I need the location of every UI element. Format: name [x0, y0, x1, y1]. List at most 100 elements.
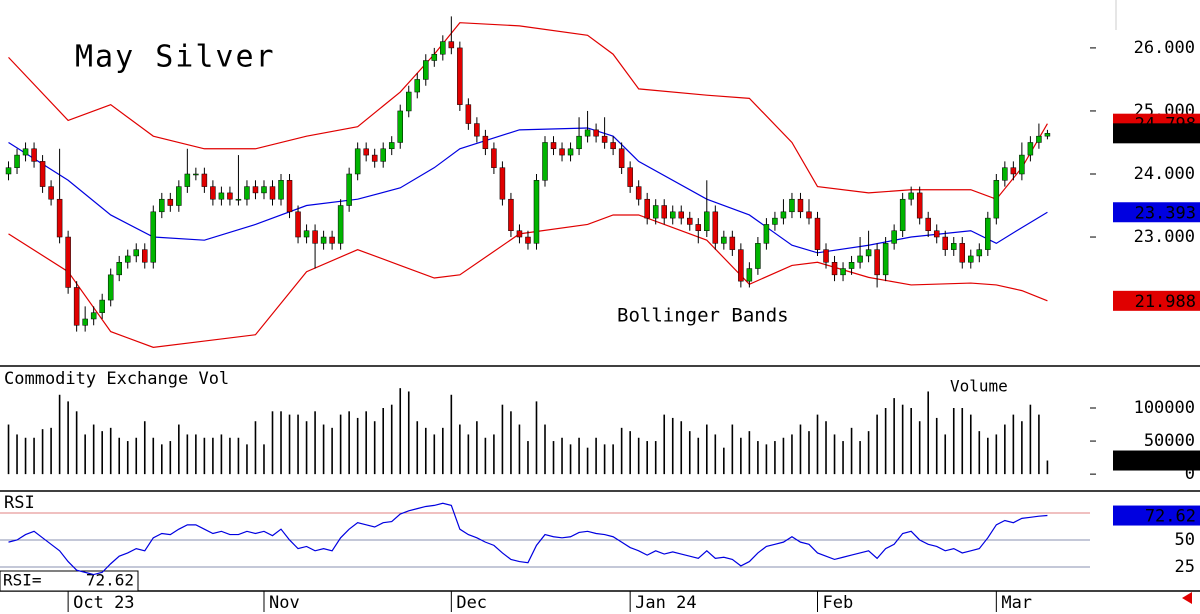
volume-bar [612, 444, 614, 475]
value-box [1113, 202, 1200, 223]
volume-bar [390, 404, 393, 475]
volume-bar [961, 408, 964, 475]
volume-bar [50, 427, 52, 475]
candle-body [959, 243, 966, 263]
volume-bar [152, 437, 155, 475]
candle-body [363, 148, 369, 156]
volume-bar [322, 424, 325, 475]
volume-bar [297, 414, 299, 475]
candle-body [661, 205, 667, 219]
volume-bar [118, 437, 121, 475]
candle-body [635, 186, 642, 200]
readout-value: 72.62 [86, 571, 134, 590]
value-box-label: 20582 [1145, 452, 1196, 472]
value-box [1113, 450, 1200, 471]
candle-body [491, 148, 497, 168]
candle-body [90, 312, 97, 320]
volume-bar [237, 437, 240, 475]
candle-body [269, 186, 276, 200]
volume-bar [595, 437, 597, 475]
annotation: Bollinger Bands [617, 305, 789, 327]
volume-bar [944, 434, 947, 475]
candle-body [951, 243, 957, 250]
value-box-label: 72.62 [1145, 507, 1196, 527]
candle-body [933, 230, 940, 238]
candle-body [848, 261, 855, 269]
volume-bar [510, 411, 512, 475]
volume-bar [1029, 404, 1032, 475]
candle-body [116, 261, 122, 276]
scroll-arrow[interactable] [1182, 592, 1192, 604]
candle-body [448, 41, 455, 49]
volume-bar [169, 441, 172, 475]
volume-bar [493, 434, 495, 475]
volume-bar [126, 441, 129, 475]
value-box [1113, 123, 1200, 144]
volume-bar [569, 444, 572, 475]
volume-bar [688, 431, 691, 475]
candle-body [823, 249, 829, 263]
candle-body [516, 230, 523, 238]
volume-bar [41, 429, 44, 475]
x-tick-label: Nov [269, 593, 300, 613]
volume-bar [1038, 414, 1040, 475]
candle-body [652, 205, 659, 219]
volume-bar [825, 421, 827, 475]
candle-body [371, 154, 378, 162]
volume-bar [757, 441, 759, 475]
candle-body [763, 224, 770, 244]
candle-body [550, 142, 557, 150]
x-tick-label: Feb [823, 593, 854, 613]
candle-body [857, 255, 863, 263]
candle-body [627, 167, 633, 187]
candle-body [1019, 154, 1025, 175]
line [8, 214, 1048, 348]
volume-bar [603, 444, 606, 475]
candle-body [746, 268, 753, 282]
volume-bar [101, 431, 103, 475]
candle-body [976, 249, 983, 257]
candle-body [687, 217, 693, 225]
volume-bar [637, 437, 640, 475]
volume-bar [399, 388, 402, 475]
volume-bar [109, 427, 112, 475]
candle-body [644, 198, 650, 219]
volume-bar [407, 391, 410, 475]
candle-body [593, 129, 599, 137]
volume-bar [910, 408, 912, 475]
volume-bar [382, 408, 385, 475]
candle-body [1036, 135, 1042, 143]
volume-bar [58, 394, 61, 475]
volume-bar [671, 417, 674, 475]
candle-body [789, 198, 795, 213]
volume-bar [135, 437, 138, 475]
candle-body [261, 186, 267, 194]
x-tick-label: Oct 23 [73, 593, 134, 613]
candle-body [167, 198, 174, 206]
volume-bar [7, 424, 10, 475]
volume-bar [935, 417, 938, 475]
volume-bar [348, 411, 350, 475]
candle-body [380, 148, 386, 162]
volume-bar [927, 391, 930, 475]
volume-bar [876, 414, 878, 475]
volume-bar [544, 424, 546, 475]
candle-body [916, 192, 923, 219]
volume-bar [416, 421, 419, 475]
volume-bar [799, 424, 802, 475]
candle-body [354, 148, 361, 175]
volume-bar [271, 411, 274, 475]
volume-bar [978, 431, 981, 475]
volume-bar [893, 398, 895, 475]
candle-body [712, 211, 719, 244]
line [8, 502, 1048, 576]
candle-body [31, 148, 37, 162]
candle-body [295, 211, 301, 238]
volume-bar [867, 431, 870, 475]
volume-bar [424, 427, 427, 475]
candle-body [201, 173, 208, 187]
annotation: Volume [950, 377, 1008, 396]
volume-bar [1012, 414, 1015, 475]
